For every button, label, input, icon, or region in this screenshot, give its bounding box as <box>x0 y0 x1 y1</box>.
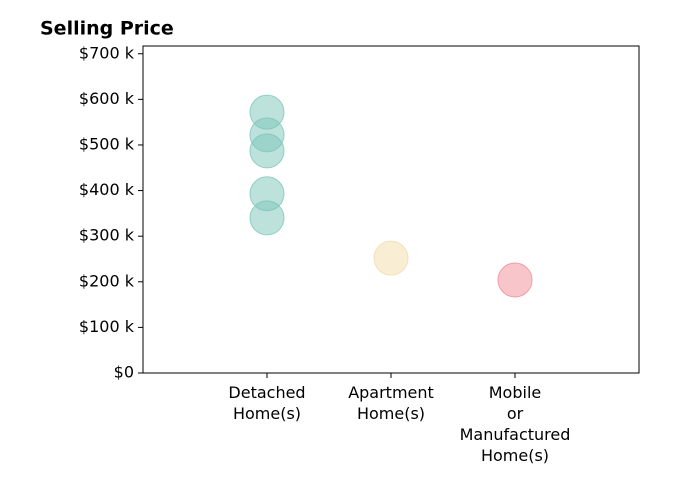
point <box>497 262 533 298</box>
y-tick-label: $700 k <box>79 43 135 62</box>
y-tick-label: $400 k <box>79 180 135 199</box>
y-tick-label: $100 k <box>79 317 135 336</box>
x-tick-label: Apartment Home(s) <box>348 383 434 423</box>
y-tick-label: $0 <box>114 363 134 382</box>
y-tick-label: $200 k <box>79 271 135 290</box>
y-tick-label: $600 k <box>79 89 135 108</box>
point <box>249 133 285 169</box>
x-tick-label: Detached Home(s) <box>228 383 306 423</box>
y-tick-label: $500 k <box>79 134 135 153</box>
x-tick-label: Mobile or Manufactured Home(s) <box>459 383 571 465</box>
point <box>373 240 409 276</box>
chart-title: Selling Price <box>40 18 174 40</box>
plot-frame <box>142 45 640 374</box>
y-tick-label: $300 k <box>79 226 135 245</box>
point <box>249 200 285 236</box>
